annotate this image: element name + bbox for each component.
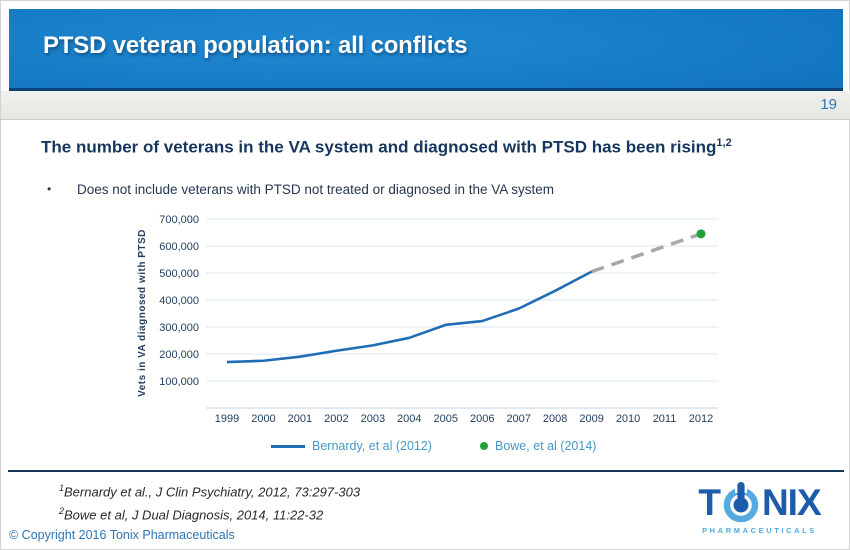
- ptsd-line-chart: 100,000 200,000 300,000 400,000 500,000 600,0…: [131, 201, 731, 436]
- copyright-text: © Copyright 2016 Tonix Pharmaceuticals: [9, 528, 235, 542]
- tonix-logo-wordmark: T NIX: [687, 481, 832, 525]
- logo-subtext: PHARMACEUTICALS: [702, 526, 817, 535]
- x-tick-label: 2003: [361, 413, 385, 425]
- x-tick-label: 2008: [543, 413, 567, 425]
- y-tick-label: 200,000: [159, 349, 199, 361]
- footnote-1: 1Bernardy et al., J Clin Psychiatry, 201…: [59, 479, 360, 502]
- tonix-logo: T NIX PHARMACEUTICALS: [687, 481, 832, 535]
- y-tick-label: 400,000: [159, 295, 199, 307]
- power-button-icon: [723, 482, 759, 523]
- page-number-band: 19: [1, 91, 850, 120]
- y-axis-title: Vets in VA diagnosed with PTSD: [137, 229, 148, 397]
- footnote-1-superscript: 1: [59, 483, 65, 493]
- x-tick-label: 2002: [324, 413, 348, 425]
- y-tick-label: 700,000: [159, 214, 199, 226]
- legend-item-bernardy: Bernardy, et al (2012): [271, 439, 432, 453]
- logo-letter-t: T: [698, 482, 721, 523]
- legend-label-bernardy: Bernardy, et al (2012): [312, 439, 432, 453]
- x-tick-label: 2006: [470, 413, 494, 425]
- x-tick-label: 2000: [251, 413, 275, 425]
- slide-header: PTSD veteran population: all conflicts: [9, 9, 843, 91]
- legend-label-bowe: Bowe, et al (2014): [494, 439, 597, 453]
- x-tick-label: 2004: [397, 413, 421, 425]
- footnote-2-text: Bowe et al, J Dual Diagnosis, 2014, 11:2…: [64, 507, 324, 523]
- x-tick-label: 2011: [653, 413, 677, 425]
- y-tick-label: 500,000: [159, 268, 199, 280]
- x-tick-label: 2001: [288, 413, 312, 425]
- x-tick-label: 1999: [215, 413, 239, 425]
- y-tick-label: 600,000: [159, 241, 199, 253]
- heading-superscript: 1,2: [716, 137, 732, 149]
- legend-item-bowe: Bowe, et al (2014): [479, 439, 597, 453]
- y-tick-label: 100,000: [159, 376, 199, 388]
- legend-line-swatch: [271, 444, 305, 448]
- bullet-text: Does not include veterans with PTSD not …: [77, 182, 555, 197]
- x-tick-label: 2012: [689, 413, 713, 425]
- key-message-heading: The number of veterans in the VA system …: [41, 133, 787, 158]
- logo-letters-nix: NIX: [761, 482, 822, 523]
- bullet-icon: •: [47, 182, 52, 196]
- footer-divider: [8, 470, 844, 472]
- footnote-2-superscript: 2: [59, 505, 65, 516]
- slide-title: PTSD veteran population: all conflicts: [43, 32, 468, 59]
- x-tick-label: 2010: [616, 413, 640, 425]
- page-number: 19: [820, 96, 837, 113]
- chart-legend: Bernardy, et al (2012) Bowe, et al (2014…: [271, 439, 596, 453]
- legend-dot-swatch: [479, 442, 488, 450]
- y-tick-label: 300,000: [159, 322, 199, 334]
- heading-text: The number of veterans in the VA system …: [41, 137, 717, 157]
- data-point-bowe: [696, 229, 706, 239]
- x-tick-label: 2005: [434, 413, 458, 425]
- footnotes: 1Bernardy et al., J Clin Psychiatry, 201…: [59, 479, 360, 525]
- projection-dashed-line: [591, 232, 702, 274]
- bullet-item: • Does not include veterans with PTSD no…: [47, 182, 807, 197]
- footnote-1-text: Bernardy et al., J Clin Psychiatry, 2012…: [64, 484, 361, 500]
- x-tick-label: 2007: [506, 413, 530, 425]
- chart-canvas: 100,000 200,000 300,000 400,000 500,000 600,0…: [137, 214, 718, 425]
- bernardy-series-line: [226, 270, 593, 364]
- footnote-2: 2Bowe et al, J Dual Diagnosis, 2014, 11:…: [59, 502, 360, 525]
- x-tick-label: 2009: [579, 413, 603, 425]
